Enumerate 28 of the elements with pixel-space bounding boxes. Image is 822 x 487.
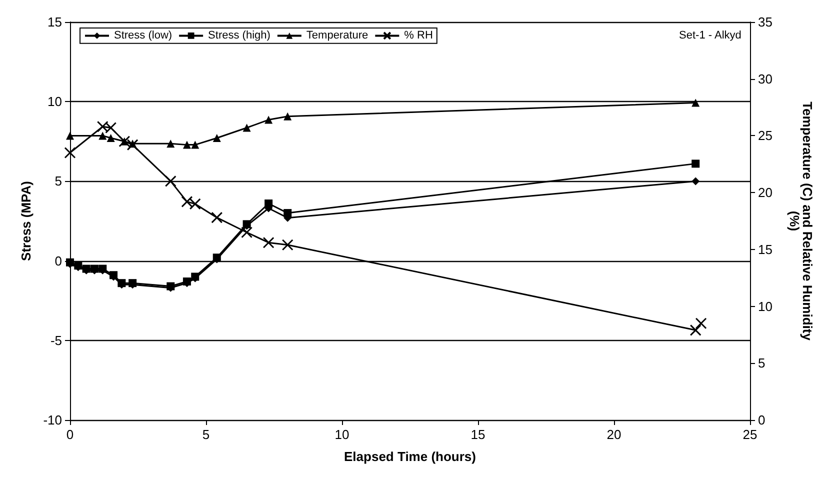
legend-label: Temperature [306,30,368,42]
x-tick-label: 25 [742,427,758,442]
y2-tick-label: 5 [758,356,766,371]
y-tick-label: -10 [43,412,62,428]
y-tick-label: 0 [54,253,62,268]
y2-tick-label: 20 [758,185,772,200]
y2-tick-label: 25 [758,128,772,144]
legend-label: % RH [404,30,433,42]
x-tick-label: 20 [606,427,622,442]
y-tick-label: 10 [48,94,62,110]
legend-label: Stress (low) [114,30,172,42]
y-tick-label: 15 [48,14,62,30]
y2-axis-title: Temperature (C) and Relative Humidity (%) [787,102,815,342]
x-tick-label: 0 [66,427,74,442]
y-axis-title: Stress (MPA) [18,181,34,261]
x-tick-label: 5 [202,427,210,442]
x-axis-title: Elapsed Time (hours) [344,449,476,464]
y2-tick-label: 10 [758,298,772,314]
y-tick-label: -5 [50,332,62,348]
y2-tick-label: 0 [758,412,766,428]
y-tick-label: 5 [54,174,62,189]
y2-tick-label: 30 [758,71,772,86]
annotation: Set-1 - Alkyd [679,30,742,42]
y2-tick-label: 15 [758,242,772,257]
y2-tick-label: 35 [758,14,772,30]
x-tick-label: 15 [470,427,486,442]
legend-label: Stress (high) [208,30,270,42]
x-tick-label: 10 [334,427,350,442]
